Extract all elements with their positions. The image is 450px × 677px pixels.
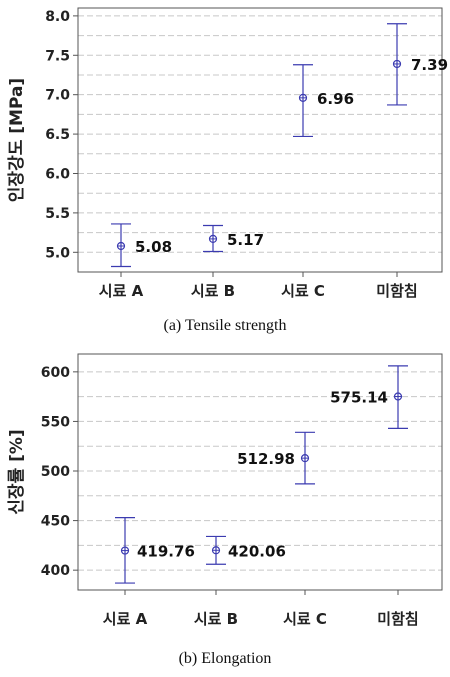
data-label: 420.06 xyxy=(228,542,286,560)
y-tick-label: 550 xyxy=(41,414,70,430)
data-label: 5.17 xyxy=(227,231,264,249)
y-tick-label: 600 xyxy=(41,365,70,381)
y-tick-label: 5.0 xyxy=(45,245,70,261)
interval-bar: 5.08 xyxy=(111,223,172,268)
y-tick-label: 500 xyxy=(41,464,70,480)
interval-bar: 419.76 xyxy=(115,517,195,584)
data-label: 6.96 xyxy=(317,90,354,108)
x-tick-label: 시료 A xyxy=(103,610,148,628)
data-label: 575.14 xyxy=(330,388,388,406)
figure-caption: (b) Elongation xyxy=(179,650,272,667)
x-tick-label: 미함침 xyxy=(376,282,417,300)
y-tick-label: 7.5 xyxy=(45,48,70,64)
gridlines xyxy=(78,371,442,571)
interval-bar: 575.14 xyxy=(330,365,408,429)
y-tick-label: 450 xyxy=(41,514,70,530)
data-label: 419.76 xyxy=(137,543,195,561)
interval-bar: 5.17 xyxy=(203,224,264,253)
y-tick-label: 8.0 xyxy=(45,9,70,25)
x-tick-label: 미함침 xyxy=(377,610,418,628)
data-label: 512.98 xyxy=(237,450,295,468)
y-axis-title: 신장률 [%] xyxy=(7,429,27,514)
interval-bar: 420.06 xyxy=(206,535,286,565)
y-tick-label: 400 xyxy=(41,563,70,579)
data-label: 5.08 xyxy=(135,238,172,256)
x-tick-label: 시료 B xyxy=(194,610,238,628)
interval-bar: 6.96 xyxy=(293,64,354,138)
x-tick-label: 시료 A xyxy=(99,282,144,300)
data-label: 7.39 xyxy=(411,56,448,74)
plot-frame xyxy=(77,7,443,273)
chart-elongation: 400 450 500 550 600 신장률 [%] 시료 A 시료 B 시료 C 미함침 419… xyxy=(7,353,443,667)
y-tick-label: 6.5 xyxy=(45,127,70,143)
plot-frame xyxy=(77,353,443,591)
gridlines xyxy=(78,15,442,273)
chart-tensile-strength: 5.0 5.5 6.0 6.5 7.0 7.5 8.0 인장강도 [MPa] 시료 A 시료 B 시… xyxy=(7,7,448,334)
x-tick-label: 시료 B xyxy=(191,282,235,300)
interval-bar: 512.98 xyxy=(237,431,315,485)
y-tick-label: 7.0 xyxy=(45,88,70,104)
x-tick-label: 시료 C xyxy=(281,282,325,300)
y-axis-title: 인장강도 [MPa] xyxy=(7,78,27,202)
y-tick-label: 5.5 xyxy=(45,206,70,222)
figure-caption: (a) Tensile strength xyxy=(164,317,287,334)
interval-bar: 7.39 xyxy=(387,23,448,106)
x-tick-label: 시료 C xyxy=(283,610,327,628)
y-tick-label: 6.0 xyxy=(45,166,70,182)
